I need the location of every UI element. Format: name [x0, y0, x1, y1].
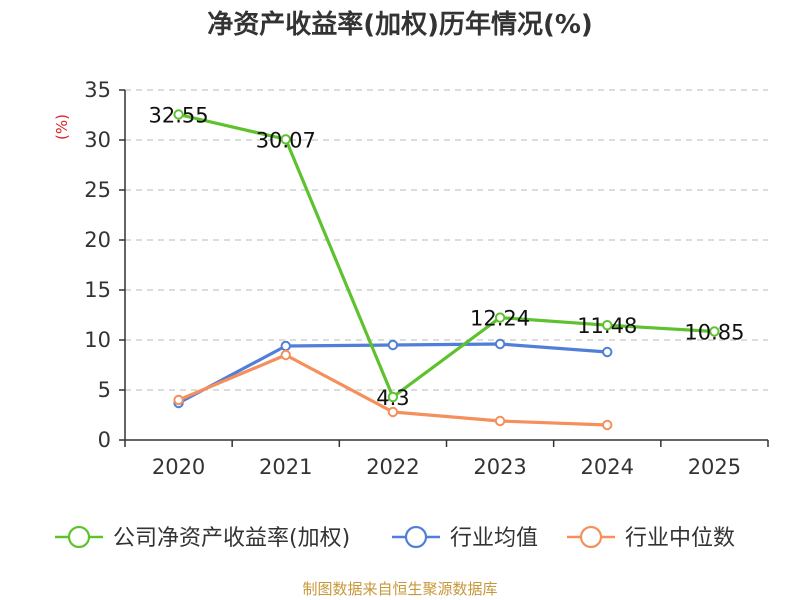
data-source-note: 制图数据来自恒生聚源数据库 — [302, 580, 497, 598]
x-tick-label: 2021 — [259, 455, 312, 479]
y-tick-label: 35 — [84, 78, 111, 102]
legend-marker-0 — [67, 525, 91, 549]
data-label: 32.55 — [149, 104, 209, 128]
chart-title: 净资产收益率(加权)历年情况(%) — [207, 9, 593, 40]
legend-marker-2 — [579, 525, 603, 549]
data-point-2-4 — [602, 419, 613, 431]
y-tick-label: 0 — [98, 428, 111, 452]
data-label: 30.07 — [256, 128, 316, 152]
data-point-0-1 — [280, 134, 291, 145]
data-point-1-2 — [387, 339, 399, 351]
data-point-1-1 — [280, 340, 291, 352]
data-point-2-3 — [494, 415, 506, 427]
legend-label: 公司净资产收益率(加权) — [113, 526, 350, 551]
data-point-0-2 — [387, 391, 399, 403]
data-point-0-4 — [602, 320, 613, 331]
y-axis-unit-label: (%) — [53, 114, 71, 140]
data-point-0-0 — [173, 109, 184, 120]
y-tick-label: 10 — [84, 328, 111, 352]
legend-marker-1 — [404, 525, 428, 549]
y-tick-label: 20 — [84, 228, 111, 252]
data-point-1-4 — [602, 346, 613, 358]
y-tick-label: 30 — [84, 128, 111, 152]
x-tick-label: 2023 — [473, 455, 526, 479]
legend-label: 行业中位数 — [625, 526, 735, 551]
data-point-2-0 — [173, 394, 184, 406]
data-point-1-3 — [494, 338, 506, 350]
y-tick-label: 25 — [84, 178, 111, 202]
series-line-0 — [178, 112, 715, 399]
data-label: 4.3 — [376, 386, 409, 410]
x-tick-label: 2022 — [366, 455, 419, 479]
data-point-2-1 — [280, 349, 291, 361]
data-point-2-2 — [387, 406, 399, 418]
x-tick-label: 2020 — [152, 455, 205, 479]
data-label: 10.85 — [684, 321, 744, 345]
x-tick-label: 2024 — [581, 455, 634, 479]
data-label: 11.48 — [577, 314, 637, 338]
data-point-0-3 — [494, 312, 506, 323]
x-tick-label: 2025 — [688, 455, 741, 479]
y-tick-label: 5 — [98, 378, 111, 402]
data-point-0-5 — [709, 326, 720, 337]
data-label: 12.24 — [470, 307, 530, 331]
y-tick-label: 15 — [84, 278, 111, 302]
legend-label: 行业均值 — [450, 526, 538, 551]
